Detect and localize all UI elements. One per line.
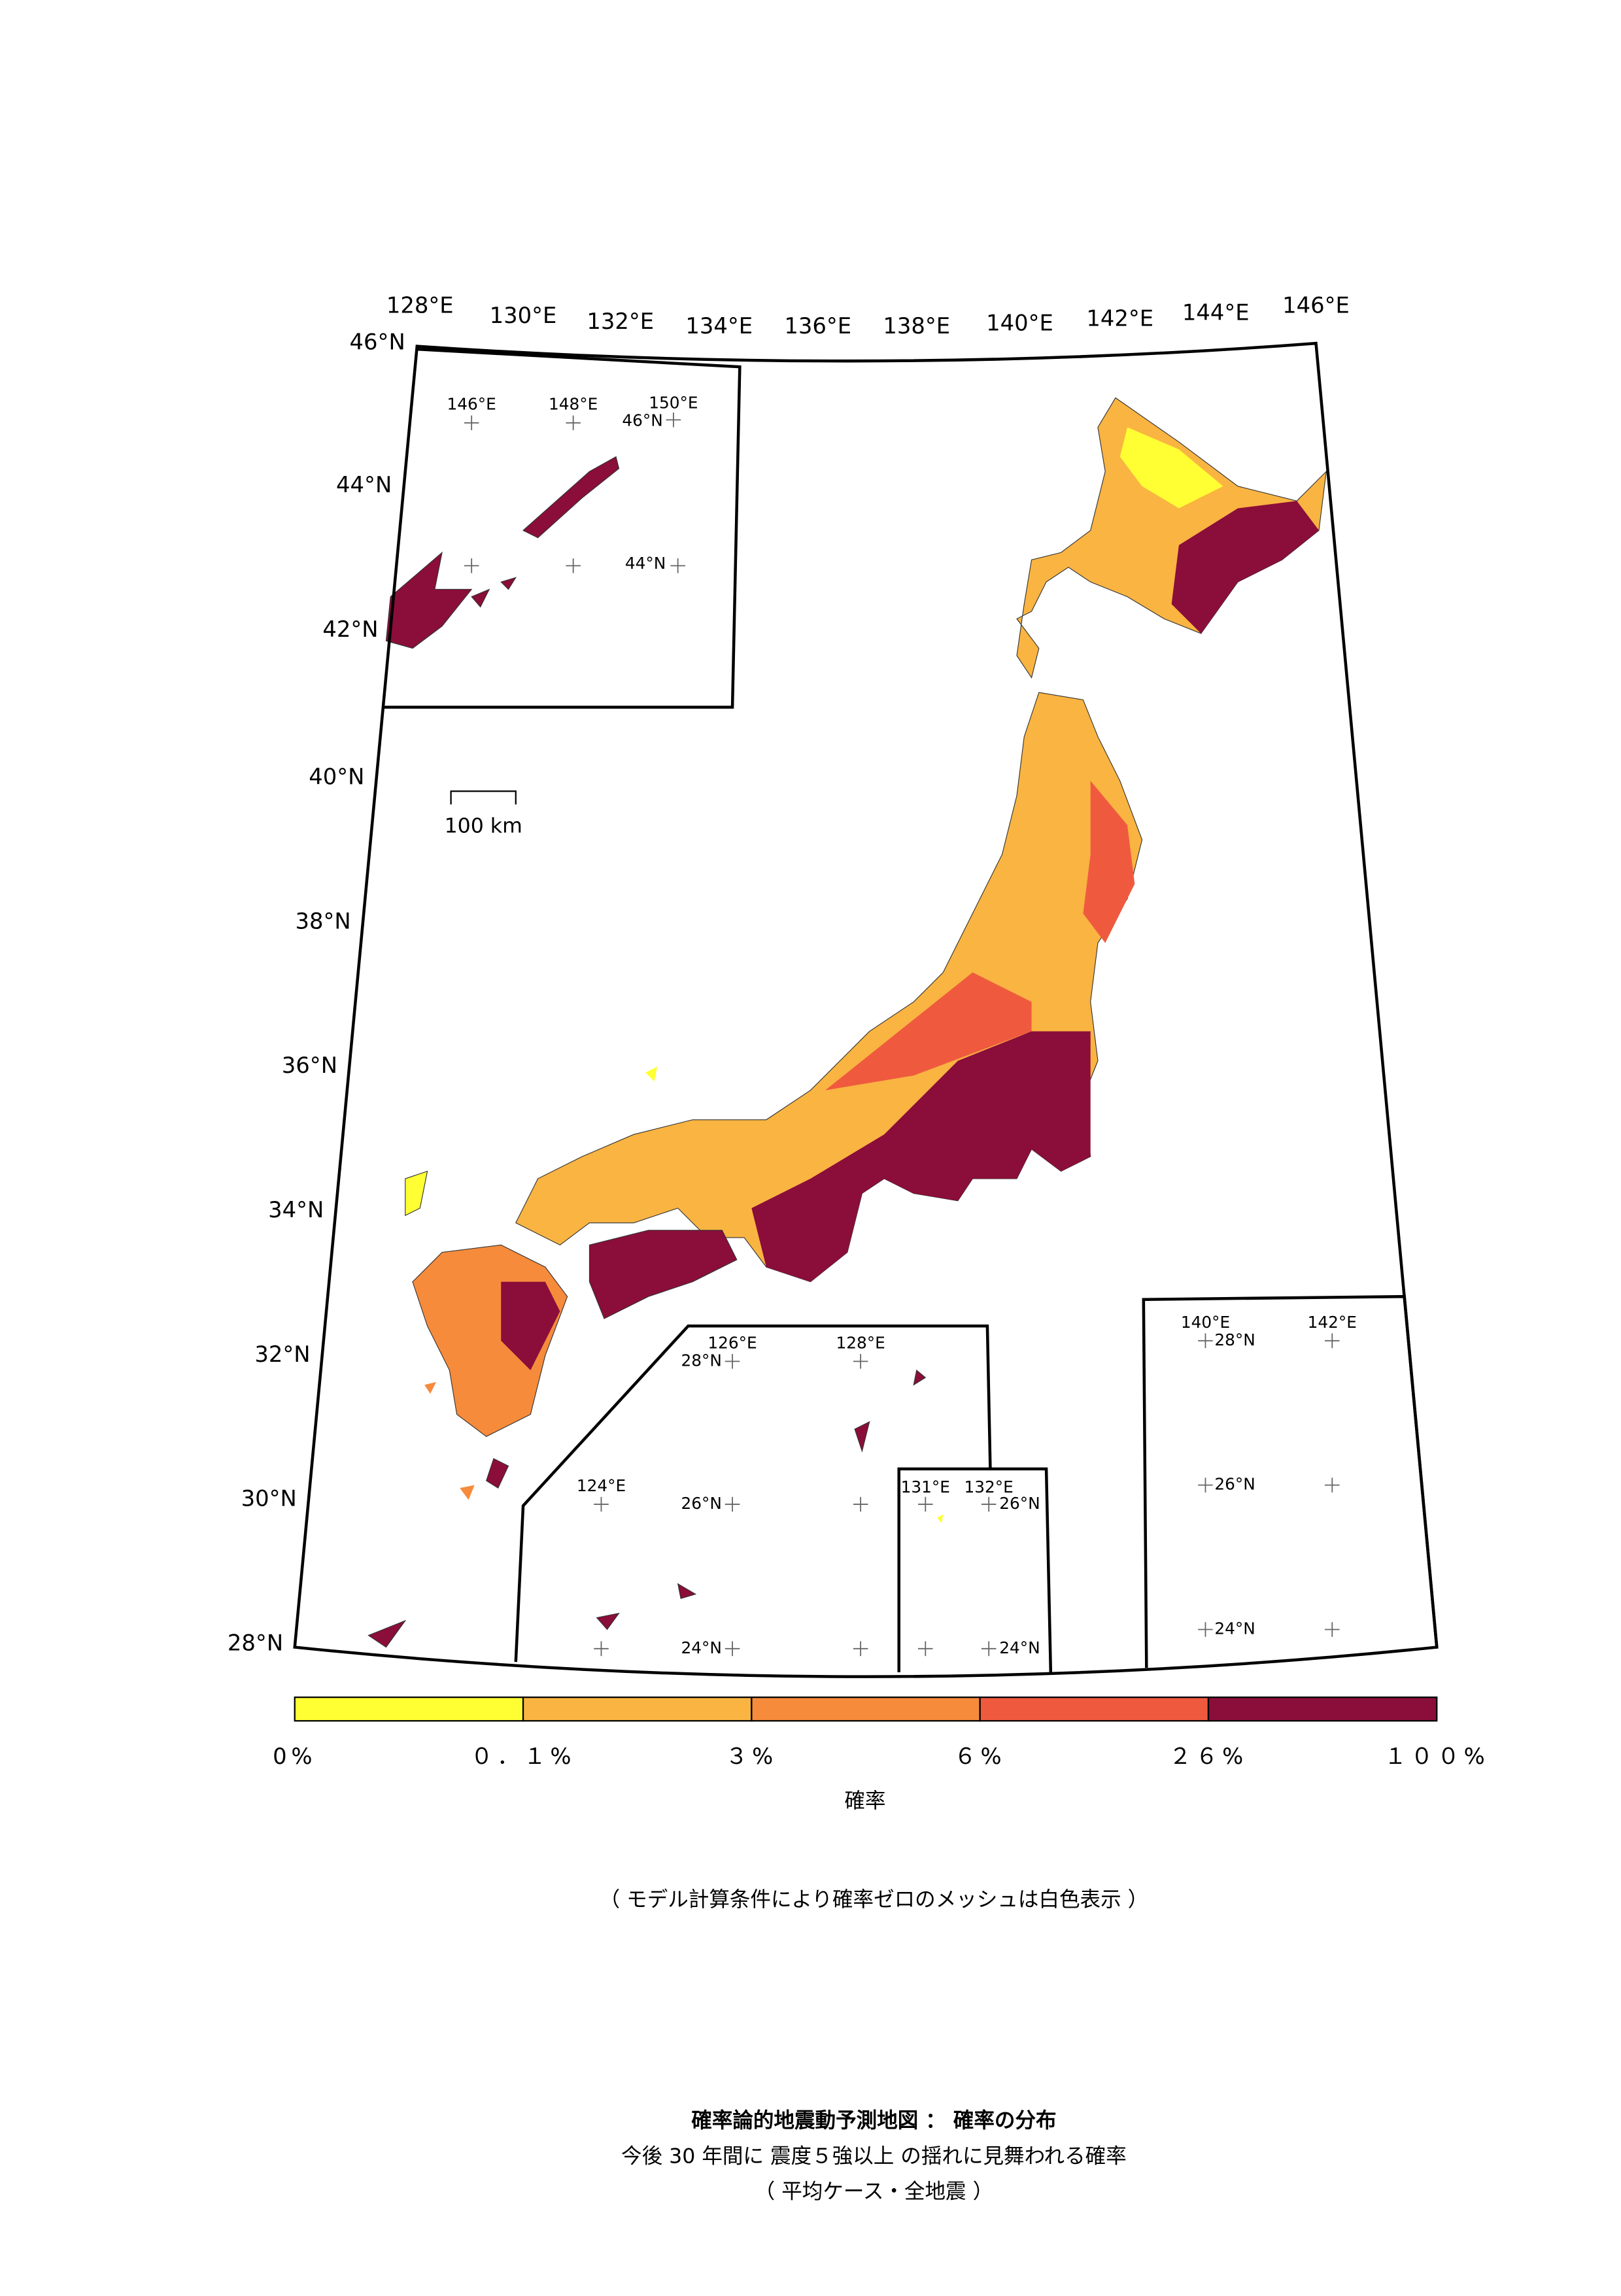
inset-label: 126°E xyxy=(708,1333,757,1352)
grid-cross xyxy=(594,1496,609,1512)
inset-label: 26°N xyxy=(1214,1475,1255,1494)
lat-label: 34°N xyxy=(268,1197,324,1223)
inset-label: 142°E xyxy=(1308,1313,1357,1332)
grid-cross xyxy=(853,1641,868,1657)
grid-cross xyxy=(725,1496,740,1512)
inset-label: 24°N xyxy=(999,1638,1040,1657)
grid-cross xyxy=(1198,1333,1213,1349)
color-segment xyxy=(979,1697,1210,1722)
grid-cross xyxy=(981,1496,997,1512)
grid-cross xyxy=(918,1496,933,1512)
footer-title: 確率論的地震動予測地図 ： 確率の分布 xyxy=(691,2108,1056,2133)
lon-label: 144°E xyxy=(1182,300,1250,326)
legend-tick-label: ２６% xyxy=(1169,1744,1248,1769)
inset-label: 28°N xyxy=(681,1351,722,1370)
lon-label: 140°E xyxy=(986,310,1053,335)
grid-cross xyxy=(981,1641,997,1657)
grid-cross xyxy=(1198,1477,1213,1493)
inset-label: 146°E xyxy=(447,395,496,414)
lon-label: 142°E xyxy=(1086,306,1153,331)
scale-bar xyxy=(450,790,517,805)
color-segment xyxy=(294,1697,524,1722)
lon-label: 146°E xyxy=(1282,292,1350,318)
inset-label: 128°E xyxy=(836,1333,885,1352)
inset-frame xyxy=(1142,1294,1439,1668)
inset-label: 131°E xyxy=(901,1477,950,1496)
legend-tick-label: ３% xyxy=(726,1744,777,1769)
lon-label: 128°E xyxy=(386,292,454,318)
inset-label: 148°E xyxy=(549,395,598,414)
lon-label: 138°E xyxy=(883,313,950,339)
map-frame xyxy=(293,341,1439,1678)
lat-label: 28°N xyxy=(228,1630,283,1656)
lon-label: 134°E xyxy=(685,313,753,339)
grid-cross xyxy=(670,558,685,573)
grid-cross xyxy=(1198,1622,1213,1637)
inset-label: 46°N xyxy=(622,411,662,430)
inset-label: 124°E xyxy=(577,1476,626,1495)
grid-crosses xyxy=(464,413,1340,1657)
footer-case: （ 平均ケース・全地震 ） xyxy=(755,2180,994,2203)
inset-frame xyxy=(383,347,742,709)
inset-label: 132°E xyxy=(964,1477,1014,1496)
grid-cross xyxy=(1325,1477,1340,1493)
inset-label: 26°N xyxy=(999,1494,1040,1513)
legend-title: 確率 xyxy=(844,1789,885,1813)
grid-cross xyxy=(464,415,479,431)
color-segment xyxy=(1207,1697,1438,1722)
grid-cross xyxy=(918,1641,933,1657)
lat-label: 38°N xyxy=(296,908,351,934)
inset-label: 24°N xyxy=(1214,1619,1255,1638)
legend: 0% ０．１% ３% ６% ２６% １００% xyxy=(273,1697,1490,1769)
inset-label: 140°E xyxy=(1181,1313,1230,1332)
lat-label: 30°N xyxy=(241,1486,297,1511)
grid-cross xyxy=(566,415,581,431)
grid-cross xyxy=(853,1496,868,1512)
footer-subtitle: 今後 30 年間に 震度５強以上 の揺れに見舞われる確率 xyxy=(621,2144,1127,2168)
inset-frame xyxy=(897,1467,1053,1672)
lat-label: 40°N xyxy=(309,764,364,789)
legend-tick-label: ６% xyxy=(954,1744,1006,1769)
inset-label: 26°N xyxy=(681,1494,722,1513)
inset-label: 24°N xyxy=(681,1638,722,1657)
land xyxy=(367,397,1327,1648)
grid-cross xyxy=(594,1641,609,1657)
inset-label: 150°E xyxy=(649,393,698,412)
legend-tick-label: 0% xyxy=(273,1744,316,1769)
lon-label: 132°E xyxy=(587,309,654,334)
inset-label: 44°N xyxy=(625,554,666,573)
scale-label: 100 km xyxy=(445,814,522,837)
grid-cross xyxy=(1325,1333,1340,1349)
lat-label: 42°N xyxy=(322,616,378,642)
lat-label: 46°N xyxy=(350,329,405,355)
grid-cross xyxy=(666,413,681,428)
inset-frame xyxy=(514,1325,992,1663)
color-segment xyxy=(522,1697,753,1722)
lon-label: 136°E xyxy=(784,313,851,339)
grid-cross xyxy=(1325,1622,1340,1637)
grid-cross xyxy=(566,558,581,573)
lat-label: 44°N xyxy=(336,472,392,498)
lat-label: 36°N xyxy=(282,1053,337,1078)
lon-label: 130°E xyxy=(490,303,557,328)
legend-tick-label: １００% xyxy=(1384,1744,1490,1769)
legend-tick-label: ０．１% xyxy=(471,1744,576,1769)
grid-cross xyxy=(725,1641,740,1657)
grid-cross xyxy=(725,1354,740,1369)
color-segment xyxy=(751,1697,981,1722)
note: （ モデル計算条件により確率ゼロのメッシュは白色表示 ） xyxy=(600,1888,1149,1912)
inset-label: 28°N xyxy=(1214,1330,1255,1349)
grid-cross xyxy=(464,558,479,573)
grid-cross xyxy=(853,1354,868,1369)
lat-label: 32°N xyxy=(254,1342,310,1367)
